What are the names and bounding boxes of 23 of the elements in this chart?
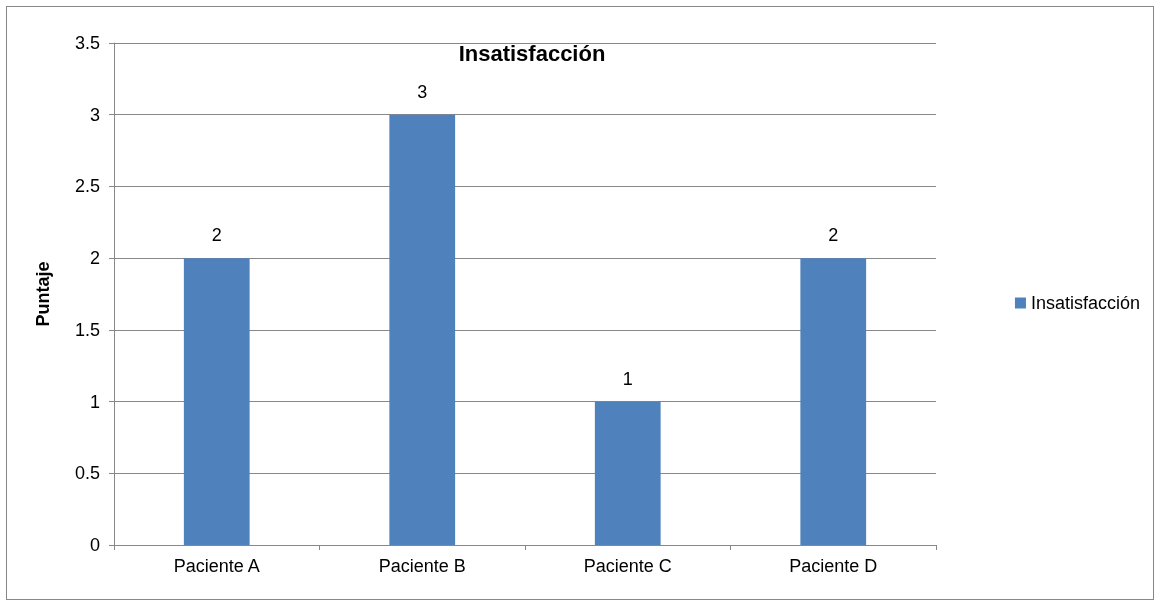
legend-label: Insatisfacción	[1030, 293, 1141, 313]
x-tick-label: Paciente C	[583, 556, 672, 576]
bar	[183, 258, 250, 545]
y-tick-label: 1.5	[74, 319, 100, 340]
data-label: 2	[828, 225, 839, 246]
y-tick-label: 3	[89, 104, 100, 125]
y-tick-label: 2.5	[74, 176, 100, 197]
y-tick-label: 2	[89, 248, 100, 269]
data-label: 1	[622, 368, 633, 389]
chart-title: Insatisfacción	[458, 40, 606, 66]
bar	[800, 258, 867, 545]
x-tick-label: Paciente D	[789, 556, 878, 576]
y-tick-label: 3.5	[74, 33, 100, 53]
bar	[594, 401, 661, 545]
data-label: 3	[417, 81, 428, 102]
bar	[389, 114, 456, 545]
data-label: 2	[211, 225, 222, 246]
y-axis-title: Puntaje	[33, 261, 53, 327]
y-tick-label: 0	[89, 535, 100, 555]
y-tick-label: 0.5	[74, 463, 100, 484]
x-tick-label: Paciente A	[173, 556, 260, 576]
x-tick-label: Paciente B	[378, 556, 466, 576]
y-tick-label: 1	[89, 391, 100, 412]
